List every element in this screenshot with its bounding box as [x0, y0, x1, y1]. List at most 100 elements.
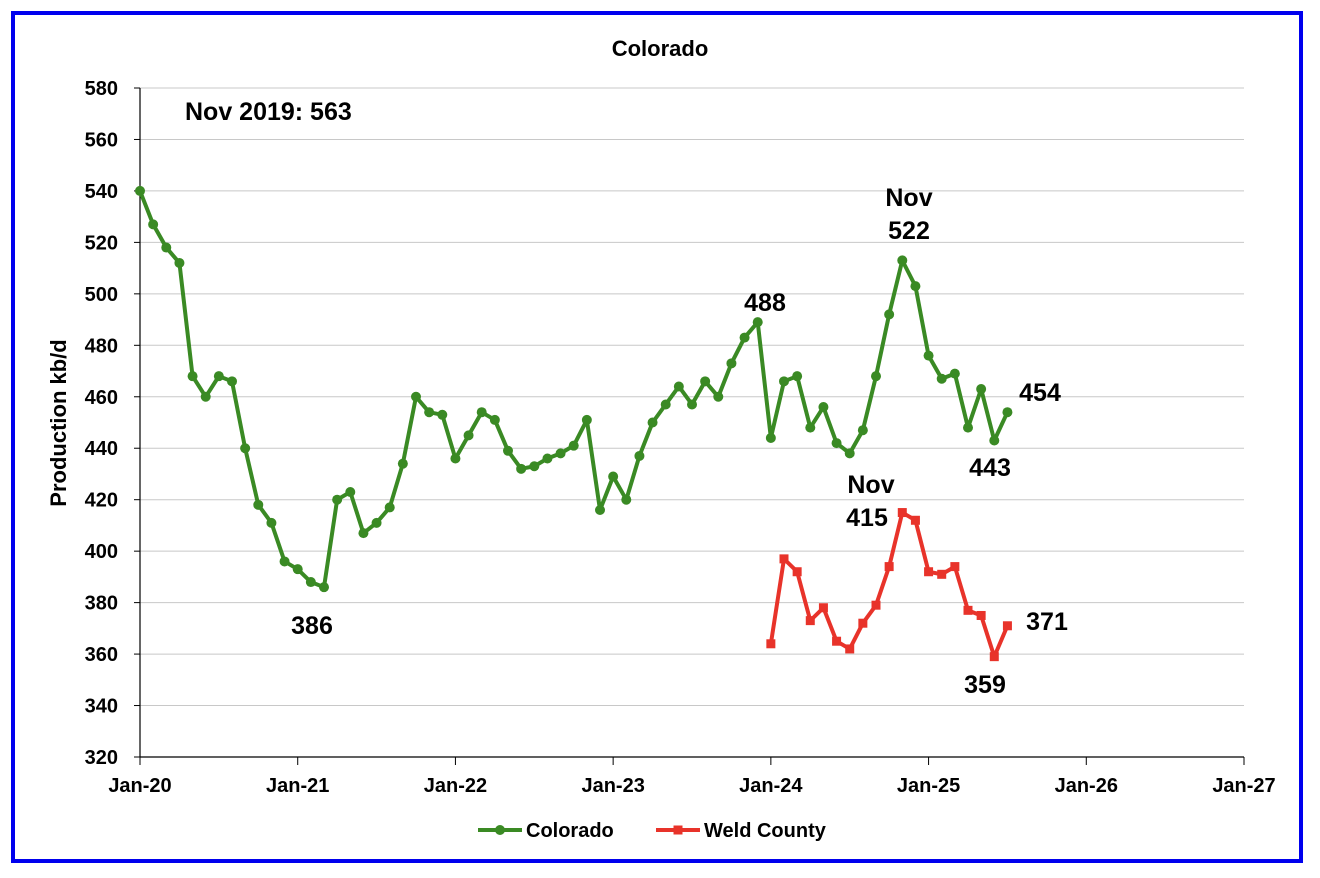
- data-point: [148, 219, 159, 230]
- data-point: [963, 422, 973, 433]
- data-point: [371, 517, 382, 528]
- data-point: [713, 391, 724, 402]
- data-point: [832, 636, 842, 646]
- data-point: [949, 368, 960, 379]
- data-point: [384, 502, 395, 513]
- data-point: [1002, 407, 1013, 418]
- data-point: [213, 371, 224, 382]
- y-tick-label: 320: [85, 747, 118, 769]
- data-point: [174, 257, 185, 268]
- series-line-weld-county: [768, 510, 1010, 659]
- data-point: [332, 494, 343, 505]
- data-point: [897, 508, 907, 518]
- annotation-c454: 454: [1019, 379, 1061, 407]
- data-point: [792, 567, 802, 577]
- data-point: [844, 448, 855, 459]
- data-point: [542, 453, 553, 464]
- y-tick-label: 440: [85, 438, 118, 460]
- data-point: [687, 399, 697, 410]
- data-point: [319, 582, 329, 593]
- data-point: [792, 371, 803, 382]
- x-tick-label: Jan-23: [581, 775, 644, 797]
- annotation-c386: 386: [291, 612, 333, 640]
- data-point: [845, 644, 855, 654]
- data-point: [779, 376, 789, 387]
- y-tick-label: 340: [85, 696, 118, 718]
- data-point: [660, 399, 671, 410]
- data-point: [818, 402, 829, 413]
- legend: Colorado Weld County: [478, 820, 827, 842]
- data-point: [818, 603, 828, 613]
- legend-marker: [673, 825, 683, 835]
- annotations: Nov 2019: 563 386 488 Nov 522 454 443 Nov 415 371…: [185, 98, 1068, 699]
- data-point: [976, 610, 986, 620]
- data-point: [424, 407, 435, 418]
- legend-label: Colorado: [526, 820, 614, 842]
- data-point: [766, 639, 776, 649]
- data-point: [489, 414, 500, 425]
- data-point: [345, 486, 356, 497]
- data-point: [568, 440, 579, 451]
- data-point: [673, 381, 684, 392]
- data-point: [437, 409, 448, 420]
- data-point: [358, 528, 369, 539]
- data-point: [647, 417, 658, 428]
- data-point: [923, 350, 934, 361]
- data-point: [305, 577, 316, 588]
- data-point: [950, 562, 960, 572]
- annotation-w415: 415: [846, 504, 888, 532]
- annotation-nov2019: Nov 2019: 563: [185, 98, 352, 126]
- data-point: [595, 504, 605, 515]
- data-point: [555, 448, 566, 459]
- y-tick-label: 480: [85, 335, 118, 357]
- data-point: [779, 554, 789, 564]
- data-point: [857, 425, 868, 436]
- y-tick-label: 360: [85, 644, 118, 666]
- x-tick-label: Jan-20: [108, 775, 171, 797]
- data-point: [726, 358, 737, 369]
- data-point: [752, 317, 763, 328]
- annotation-c443: 443: [969, 454, 1011, 482]
- data-point: [581, 414, 592, 425]
- data-point: [871, 600, 881, 610]
- legend-label: Weld County: [704, 820, 827, 842]
- data-point: [871, 371, 881, 382]
- data-point: [503, 445, 513, 456]
- y-tick-label: 460: [85, 387, 118, 409]
- axes: 320 340 360 380 400 420 440 460 480 500 520 540 560 5…: [85, 78, 1276, 797]
- data-point: [884, 309, 895, 320]
- data-point: [831, 438, 842, 449]
- data-point: [463, 430, 474, 441]
- x-tick-label: Jan-25: [897, 775, 960, 797]
- x-tick-label: Jan-26: [1055, 775, 1118, 797]
- y-tick-label: 500: [85, 284, 118, 306]
- data-point: [765, 432, 776, 443]
- data-point: [976, 384, 987, 395]
- data-point: [450, 453, 461, 464]
- data-point: [989, 652, 999, 662]
- annotation-c522: 522: [888, 217, 930, 245]
- data-point: [135, 185, 145, 196]
- data-point: [936, 373, 947, 384]
- data-point: [805, 422, 816, 433]
- y-tick-label: 540: [85, 181, 118, 203]
- y-axis-label: Production kb/d: [46, 339, 71, 506]
- y-tick-label: 520: [85, 232, 118, 254]
- annotation-wnov: Nov: [847, 471, 894, 499]
- data-point: [910, 515, 920, 525]
- x-tick-label: Jan-27: [1212, 775, 1275, 797]
- annotation-cnov: Nov: [885, 184, 932, 212]
- legend-marker: [495, 825, 505, 835]
- y-tick-label: 420: [85, 490, 118, 512]
- series-lines: [135, 185, 1013, 662]
- data-point: [858, 618, 868, 628]
- data-point: [161, 242, 172, 253]
- data-point: [621, 494, 632, 505]
- data-point: [937, 569, 947, 579]
- data-point: [608, 471, 619, 482]
- chart-title: Colorado: [612, 36, 709, 61]
- data-point: [266, 517, 277, 528]
- data-point: [397, 458, 408, 469]
- annotation-w359: 359: [964, 671, 1006, 699]
